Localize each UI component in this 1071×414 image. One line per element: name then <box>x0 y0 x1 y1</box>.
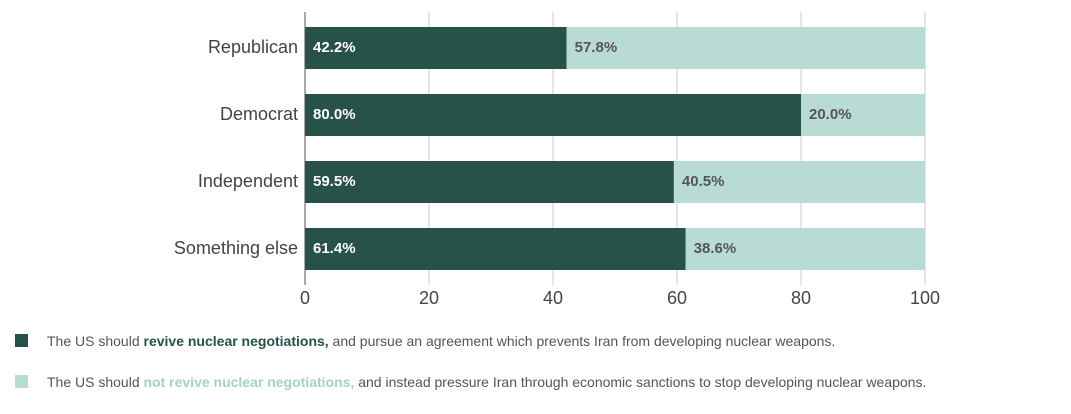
legend-prefix: The US should <box>47 374 144 390</box>
legend-item: The US should revive nuclear negotiation… <box>15 331 835 351</box>
bar-segment <box>305 27 567 69</box>
y-tick-label: Something else <box>174 238 298 258</box>
chart: 0 20 40 60 80 100 Republican 42.2% 57.8% Democrat… <box>174 12 940 308</box>
data-label: 40.5% <box>682 173 725 190</box>
data-label: 20.0% <box>809 106 852 123</box>
x-tick-label: 20 <box>419 288 439 308</box>
data-label: 80.0% <box>313 106 356 123</box>
data-label: 57.8% <box>575 39 618 56</box>
bar-segment <box>566 27 925 69</box>
data-label: 59.5% <box>313 173 356 190</box>
legend-text: The US should not revive nuclear negotia… <box>47 372 1015 392</box>
legend-item: The US should not revive nuclear negotia… <box>15 372 1015 392</box>
x-tick-label: 100 <box>910 288 940 308</box>
bar-segment <box>305 161 674 203</box>
legend-name: revive nuclear negotiations, <box>143 333 329 349</box>
bar-segment <box>673 161 925 203</box>
bar-segment <box>685 228 925 270</box>
legend-suffix: and pursue an agreement which prevents I… <box>328 333 836 349</box>
x-tick-label: 0 <box>300 288 310 308</box>
y-tick-label: Independent <box>198 171 298 191</box>
x-tick-label: 80 <box>791 288 811 308</box>
data-label: 38.6% <box>694 240 737 257</box>
x-tick-label: 40 <box>543 288 563 308</box>
bar-segment <box>305 228 686 270</box>
data-label: 61.4% <box>313 240 356 257</box>
y-tick-label: Republican <box>208 37 298 57</box>
legend-swatch <box>15 334 28 347</box>
data-label: 42.2% <box>313 39 356 56</box>
bar-segment <box>801 94 925 136</box>
bar-segment <box>305 94 801 136</box>
legend-swatch <box>15 375 28 388</box>
x-tick-label: 60 <box>667 288 687 308</box>
legend-suffix: and instead pressure Iran through econom… <box>354 374 927 390</box>
y-tick-label: Democrat <box>220 104 298 124</box>
legend-text: The US should revive nuclear negotiation… <box>47 331 835 351</box>
legend-name: not revive nuclear negotiations, <box>143 374 355 390</box>
legend-prefix: The US should <box>47 333 144 349</box>
